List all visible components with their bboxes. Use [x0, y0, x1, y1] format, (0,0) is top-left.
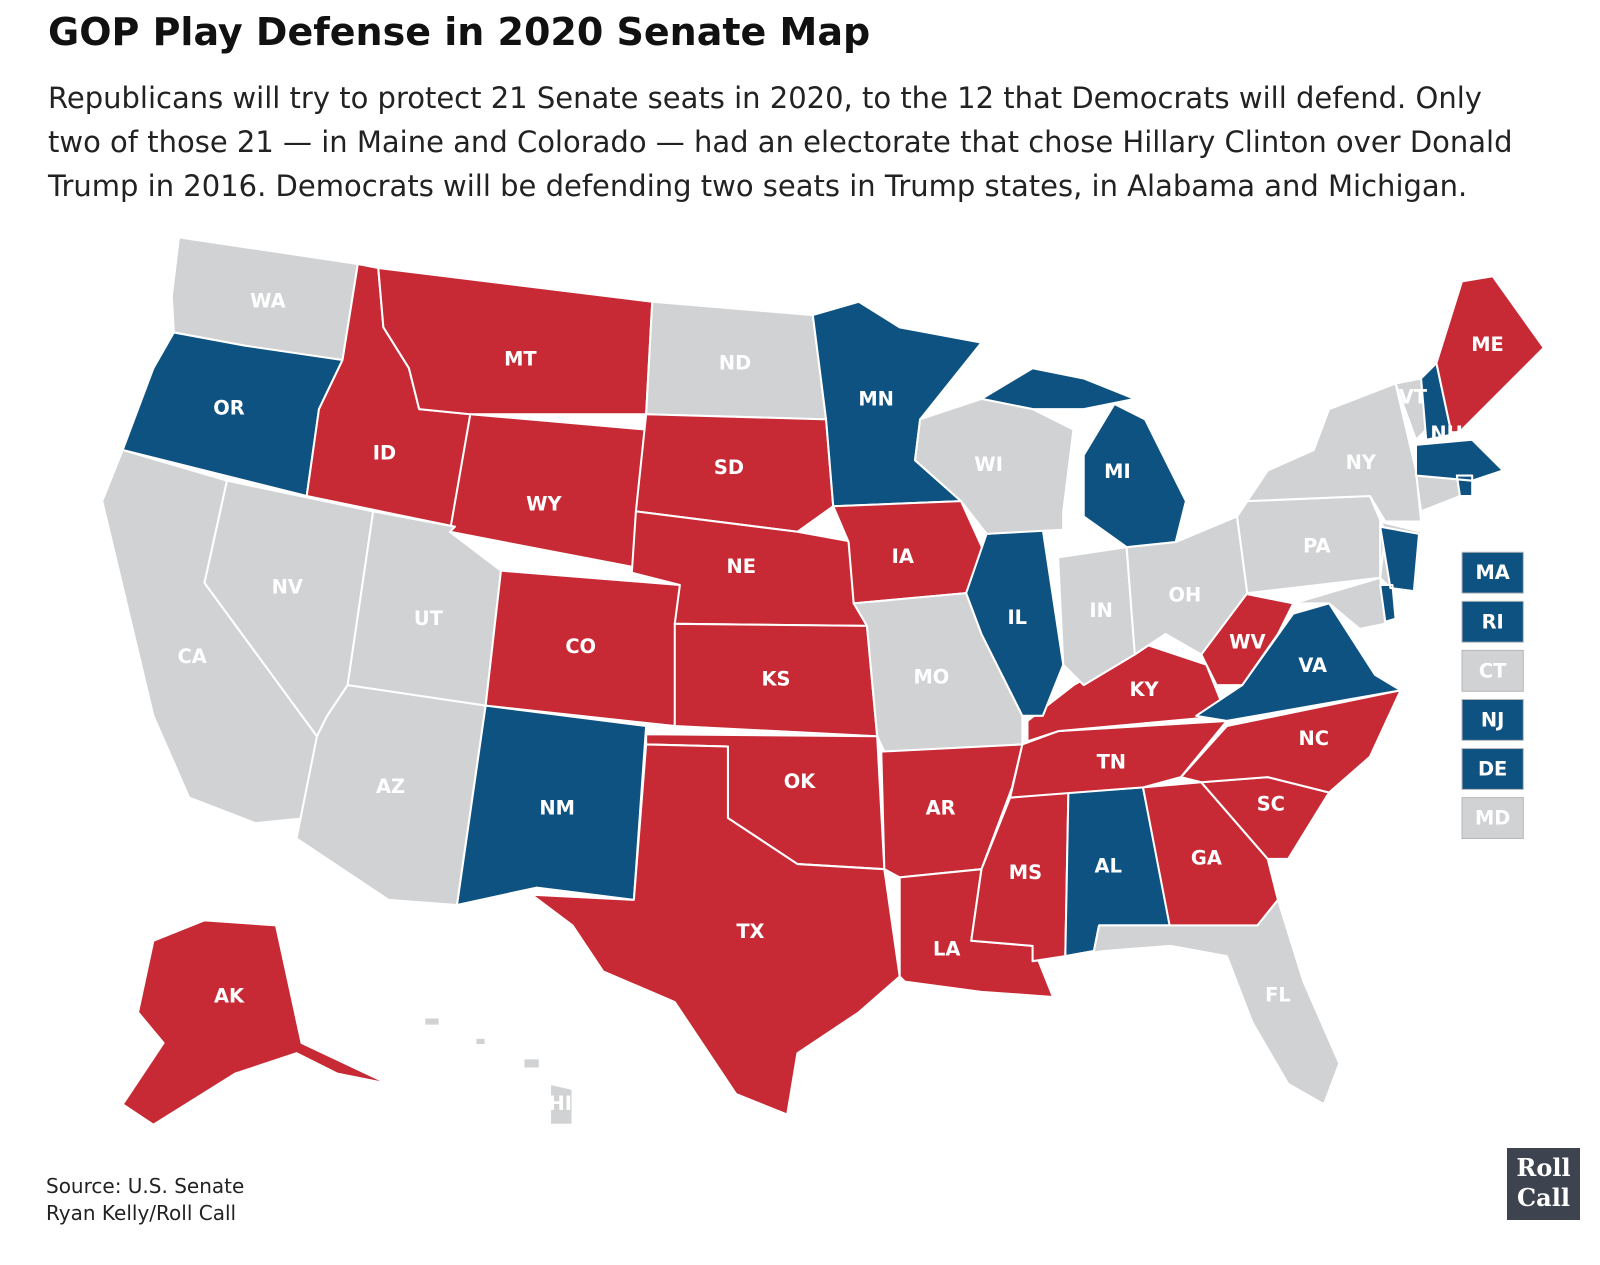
subtitle: Republicans will try to protect 21 Senat… [48, 76, 1513, 208]
state-label: TN [1097, 750, 1126, 773]
state-label: WY [526, 493, 562, 516]
state-label: IN [1089, 599, 1112, 622]
state-label: GA [1191, 846, 1222, 869]
state [423, 1016, 574, 1126]
state-label: AZ [376, 775, 405, 798]
state-label: MN [858, 387, 894, 410]
logo-line: Call [1517, 1183, 1570, 1212]
state-label: WA [250, 289, 286, 312]
state-label: CA [178, 645, 207, 668]
small-state-box [1461, 600, 1524, 643]
small-state-box [1461, 551, 1524, 594]
state [1246, 382, 1423, 523]
state-label: IL [1007, 606, 1027, 629]
state-label: CO [565, 635, 596, 658]
state [1064, 898, 1341, 1106]
state [1435, 275, 1545, 436]
small-state-box [1461, 649, 1524, 692]
source: Source: U.S. Senate [46, 1174, 245, 1198]
state-label: AK [214, 984, 245, 1007]
state [1057, 546, 1136, 687]
small-state-label: NJ [1481, 708, 1504, 731]
title: GOP Play Defense in 2020 Senate Map [48, 10, 871, 54]
small-state-label: CT [1479, 659, 1507, 682]
state-label: MO [913, 665, 949, 688]
state-label: IA [892, 545, 914, 568]
state [121, 919, 390, 1126]
logo-line: Roll [1516, 1153, 1571, 1182]
state [455, 704, 648, 906]
state-label: NC [1298, 727, 1328, 750]
state [530, 743, 901, 1116]
state-label: KS [761, 668, 790, 691]
subtitle-line: Republicans will try to protect 21 Senat… [48, 81, 1482, 115]
state [448, 413, 648, 569]
state-label: KY [1129, 678, 1159, 701]
small-state-box [1461, 797, 1524, 840]
subtitle-line: two of those 21 — in Maine and Colorado … [48, 125, 1513, 159]
state-label: OH [1169, 584, 1202, 607]
state-label: NY [1346, 451, 1377, 474]
small-state-label: DE [1478, 758, 1507, 781]
small-state-box [1461, 748, 1524, 790]
state-label: PA [1303, 535, 1330, 558]
state-label: OR [213, 397, 244, 420]
state-label: OK [784, 770, 816, 793]
credit: Ryan Kelly/Roll Call [46, 1201, 237, 1225]
small-state-box [1461, 698, 1524, 741]
small-state-label: MD [1475, 807, 1510, 830]
state-label: NM [539, 796, 575, 819]
state-label: MI [1104, 460, 1131, 483]
footer: Source: U.S. Senate Ryan Kelly/Roll Call [46, 1173, 244, 1227]
state-label: NH [1430, 422, 1462, 445]
state-label: UT [414, 607, 444, 630]
state-label: FL [1265, 983, 1291, 1006]
state-label: VA [1298, 654, 1327, 677]
state-label: VT [1399, 385, 1428, 408]
state [913, 397, 1075, 535]
small-state-label: RI [1482, 610, 1504, 633]
state-label: AR [926, 796, 956, 819]
state-label: LA [933, 937, 960, 960]
state-label: AL [1095, 855, 1122, 878]
state [1179, 689, 1402, 794]
state-label: NV [272, 576, 303, 599]
state-label: ID [373, 442, 396, 465]
state-label: MT [504, 348, 537, 371]
state [965, 528, 1065, 717]
state-label: HI [549, 1092, 572, 1115]
state [1125, 515, 1249, 656]
state-label: WV [1229, 631, 1265, 654]
state-label: ME [1471, 333, 1504, 356]
state [377, 267, 654, 416]
state-label: WI [974, 453, 1003, 476]
state-label: SD [714, 456, 744, 479]
state-label: TX [736, 920, 764, 943]
logo: Roll Call [1507, 1148, 1580, 1220]
state-label: ND [719, 352, 751, 375]
state-label: NE [726, 555, 756, 578]
subtitle-line: Trump in 2016. Democrats will be defendi… [48, 169, 1468, 203]
state-label: MS [1009, 861, 1042, 884]
small-state-label: MA [1475, 561, 1509, 584]
state [634, 413, 835, 533]
state-label: SC [1257, 792, 1285, 815]
